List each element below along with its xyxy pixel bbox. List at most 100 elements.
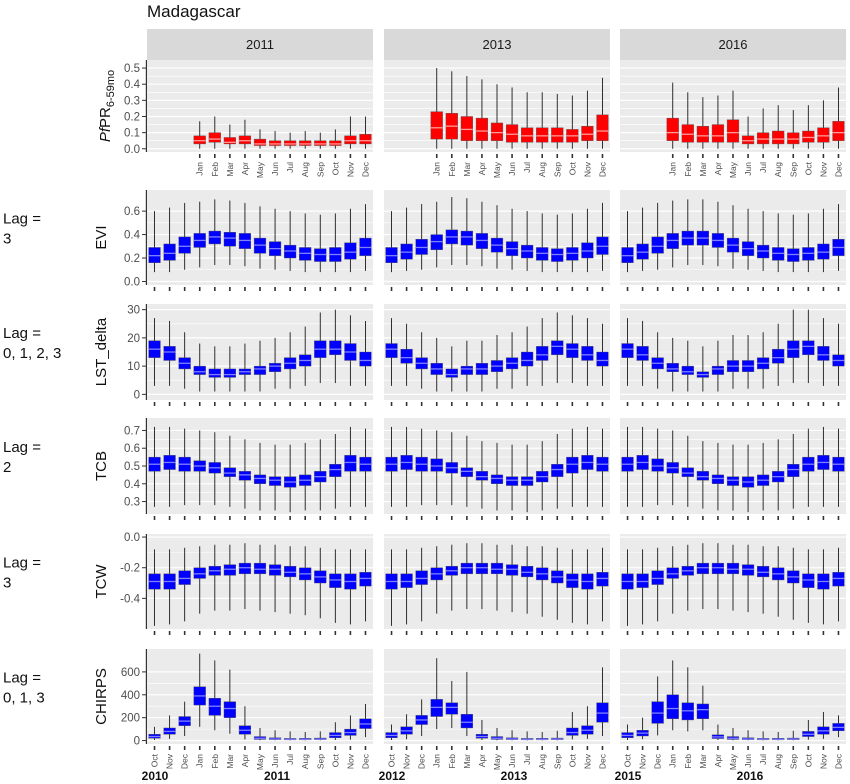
lag-label: 2	[3, 459, 11, 476]
box-iqr	[551, 127, 564, 143]
box-iqr	[551, 464, 564, 477]
box-iqr	[253, 474, 267, 484]
box-iqr	[596, 351, 609, 367]
box-iqr	[193, 365, 206, 375]
y-tick-label: 0.5	[124, 461, 140, 473]
box-iqr	[490, 474, 504, 484]
facet-panel	[384, 534, 610, 629]
year-label: 2012	[379, 769, 406, 783]
month-tick-label: Jun	[507, 162, 517, 176]
month-tick-label: Jun	[743, 162, 753, 176]
y-axis-title: EVI	[93, 225, 110, 249]
facet-panel	[620, 418, 846, 514]
y-tick-label: 0.5	[124, 63, 140, 75]
month-tick-label: Nov	[582, 753, 592, 769]
month-tick-label: Jun	[270, 754, 280, 768]
month-tick-label: Oct	[330, 753, 340, 767]
month-tick-label: Aug	[300, 162, 310, 177]
y-axis-title: TCW	[93, 564, 110, 599]
month-tick-label: Apr	[477, 162, 487, 175]
month-tick-label: Jul	[285, 754, 295, 765]
box-iqr	[385, 343, 398, 358]
box-iqr	[430, 458, 443, 472]
box-iqr	[268, 363, 282, 372]
facet-panel	[147, 304, 373, 400]
y-tick-label: 0.0	[124, 144, 140, 156]
y-tick-label: 10	[127, 361, 140, 373]
month-tick-label: Feb	[447, 162, 457, 177]
box-iqr	[817, 127, 830, 143]
box-iqr	[741, 564, 755, 576]
month-tick-label: Oct	[387, 753, 397, 767]
facet-panel	[147, 418, 373, 514]
box-iqr	[772, 348, 785, 364]
month-tick-label: Aug	[537, 754, 547, 769]
box-iqr	[651, 236, 664, 254]
box-iqr	[566, 573, 579, 588]
box-iqr	[223, 232, 236, 247]
box-iqr	[208, 368, 221, 378]
y-axis-title: LST_delta	[93, 317, 110, 386]
box-iqr	[329, 573, 342, 588]
month-tick-label: Jun	[270, 162, 280, 176]
y-tick-label: 0.6	[124, 443, 140, 455]
facet-panel	[620, 304, 846, 400]
y-tick-label: 0.4	[124, 230, 141, 242]
facet-panel	[147, 534, 373, 629]
box-iqr	[268, 564, 282, 576]
box-iqr	[596, 114, 609, 141]
month-tick-label: Mar	[698, 754, 708, 769]
month-tick-label: Nov	[402, 753, 412, 769]
box-iqr	[299, 140, 312, 146]
month-tick-label: Aug	[300, 754, 310, 769]
month-tick-label: Jan	[668, 162, 678, 176]
month-tick-label: Oct	[150, 753, 160, 767]
box-iqr	[460, 365, 473, 375]
month-tick-label: Apr	[240, 162, 250, 175]
month-tick-label: May	[728, 161, 738, 178]
box-iqr	[666, 694, 679, 720]
box-iqr	[490, 562, 504, 575]
month-tick-label: Jun	[507, 754, 517, 768]
box-iqr	[238, 471, 252, 481]
lag-label: Lag =	[3, 439, 41, 456]
box-iqr	[253, 562, 267, 575]
facet-strip-label: 2016	[719, 37, 748, 52]
box-iqr	[223, 368, 236, 378]
box-iqr	[817, 346, 830, 361]
month-tick-label: Oct	[803, 753, 813, 767]
box-iqr	[445, 368, 458, 378]
box-iqr	[268, 140, 282, 146]
year-label: 2015	[615, 769, 642, 783]
facet-panel	[620, 534, 846, 629]
box-iqr	[344, 455, 357, 472]
box-iqr	[268, 476, 282, 486]
facet-strip-label: 2013	[483, 37, 512, 52]
box-iqr	[208, 132, 221, 143]
month-tick-label: May	[728, 753, 738, 770]
box-iqr	[475, 562, 489, 575]
month-tick-label: Nov	[818, 161, 828, 177]
box-iqr	[681, 124, 694, 143]
box-iqr	[284, 140, 297, 146]
month-tick-label: May	[255, 161, 265, 178]
box-iqr	[329, 464, 342, 477]
box-iqr	[193, 135, 206, 145]
month-tick-label: Jul	[522, 162, 532, 173]
box-iqr	[681, 467, 694, 477]
y-axis-title-italic: Pf	[97, 126, 114, 142]
month-tick-label: Feb	[683, 754, 693, 769]
lag-label: 3	[3, 575, 11, 592]
box-iqr	[223, 701, 236, 718]
box-iqr	[521, 351, 534, 367]
month-tick-label: Mar	[462, 162, 472, 177]
month-tick-label: Dec	[180, 753, 190, 769]
month-tick-label: Jul	[285, 162, 295, 173]
month-tick-label: Sep	[315, 162, 325, 177]
box-iqr	[566, 343, 579, 358]
box-iqr	[566, 727, 579, 736]
box-iqr	[178, 236, 191, 254]
box-iqr	[400, 573, 413, 588]
lag-label: 3	[3, 231, 11, 248]
facet-panel	[384, 304, 610, 400]
